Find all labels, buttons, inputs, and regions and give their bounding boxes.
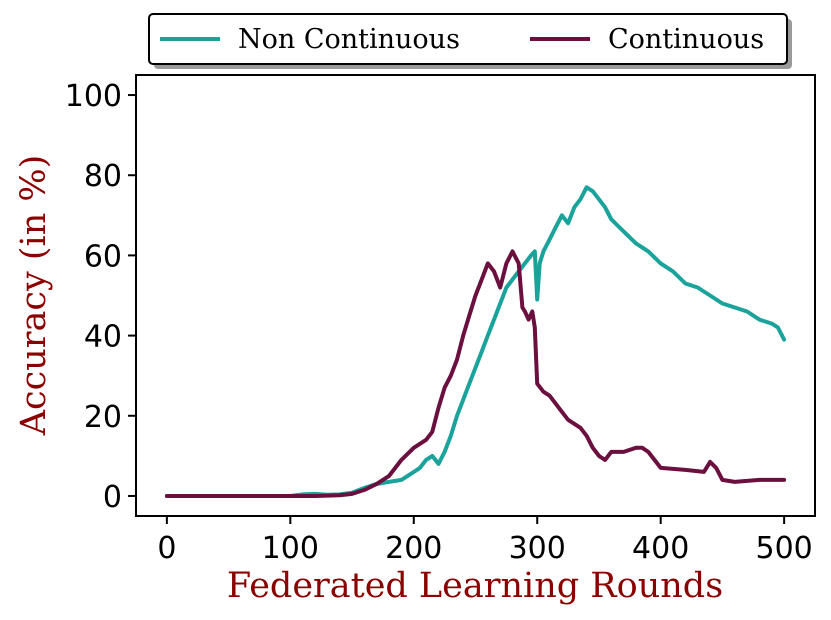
series-line-continuous xyxy=(164,249,787,498)
x-tick-label: 500 xyxy=(756,531,813,566)
y-tick-label: 40 xyxy=(84,320,122,355)
x-axis-label: Federated Learning Rounds xyxy=(227,566,723,606)
legend: Non Continuous Continuous xyxy=(148,13,792,69)
x-tick-label: 0 xyxy=(157,531,176,566)
plot-area: 0 100 200 300 400 500 0 20 40 60 80 100 xyxy=(65,74,816,566)
y-tick-label: 80 xyxy=(84,159,122,194)
y-tick-label: 0 xyxy=(103,480,122,515)
x-tick-label: 300 xyxy=(509,531,566,566)
legend-box xyxy=(148,13,788,65)
y-axis-label: Accuracy (in %) xyxy=(14,155,54,437)
y-tick-label: 100 xyxy=(65,79,122,114)
y-tick-label: 20 xyxy=(84,400,122,435)
x-tick-label: 200 xyxy=(385,531,442,566)
legend-label-continuous: Continuous xyxy=(608,24,764,55)
x-tick-label: 100 xyxy=(262,531,319,566)
y-tick-label: 60 xyxy=(84,239,122,274)
series-line-non-continuous xyxy=(164,185,787,498)
legend-label-non-continuous: Non Continuous xyxy=(238,24,460,55)
plot-frame xyxy=(135,74,816,517)
x-tick-label: 400 xyxy=(632,531,689,566)
